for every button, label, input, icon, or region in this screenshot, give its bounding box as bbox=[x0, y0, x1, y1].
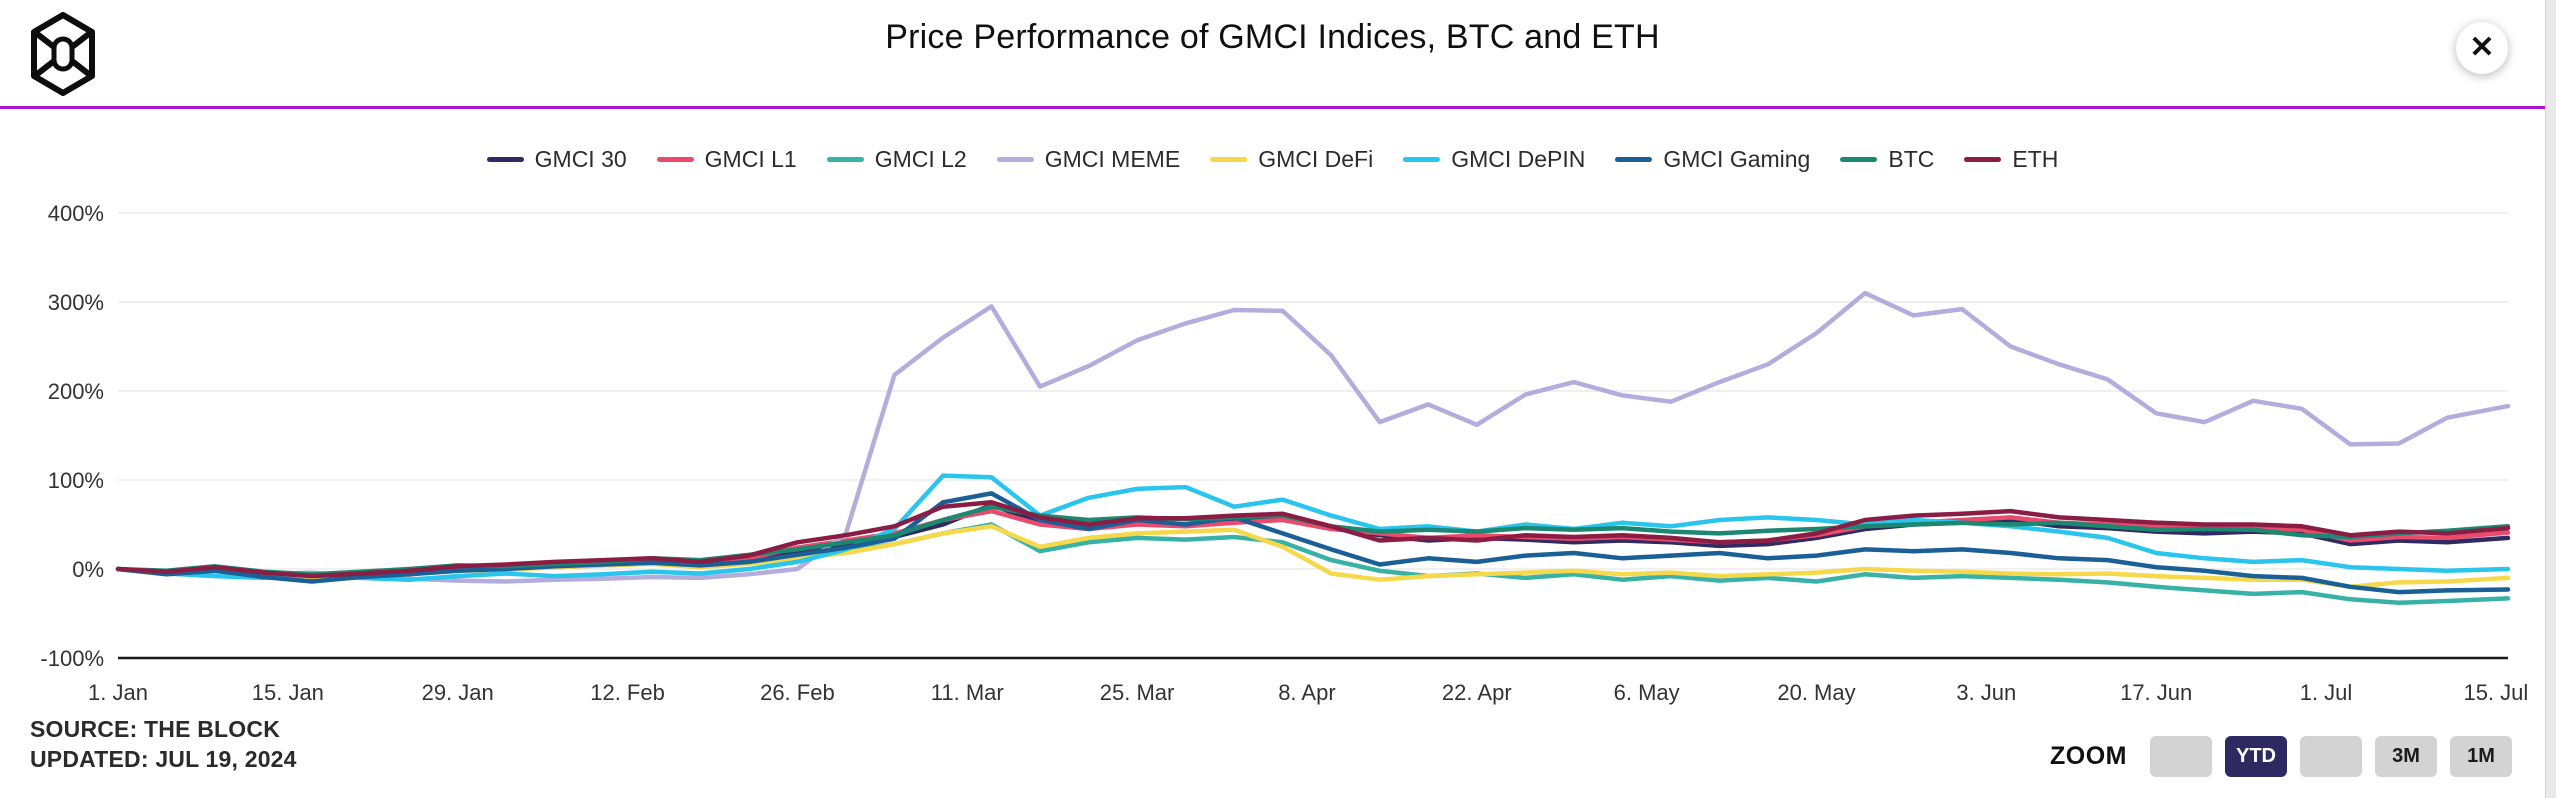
x-axis-label: 8. Apr bbox=[1278, 680, 1335, 705]
source-line: SOURCE: THE BLOCK bbox=[30, 716, 281, 742]
series-line-gmci-meme bbox=[115, 290, 2511, 584]
page-title: Price Performance of GMCI Indices, BTC a… bbox=[885, 18, 1660, 56]
series-line-gmci-depin bbox=[115, 473, 2511, 582]
legend-item-gmci-l2[interactable]: GMCI L2 bbox=[826, 146, 967, 173]
y-tick-label: -100% bbox=[40, 646, 104, 671]
updated-line: UPDATED: JUL 19, 2024 bbox=[30, 746, 297, 772]
legend-swatch-icon bbox=[486, 157, 524, 162]
x-axis-label: 15. Jan bbox=[252, 680, 324, 705]
zoom-button-blank-2[interactable] bbox=[2300, 736, 2362, 777]
legend-label: BTC bbox=[1888, 146, 1935, 172]
x-axis-label: 29. Jan bbox=[422, 680, 494, 705]
legend-item-eth[interactable]: ETH bbox=[1964, 146, 2058, 173]
y-tick-label: 300% bbox=[48, 290, 104, 315]
legend-label: ETH bbox=[2012, 146, 2059, 172]
zoom-button-blank-0[interactable] bbox=[2150, 736, 2212, 777]
x-axis-label: 22. Apr bbox=[1442, 680, 1512, 705]
x-axis-label: 26. Feb bbox=[760, 680, 835, 705]
legend-item-gmci-defi[interactable]: GMCI DeFi bbox=[1210, 146, 1373, 173]
legend-label: GMCI 30 bbox=[534, 146, 627, 172]
legend-item-gmci-l1[interactable]: GMCI L1 bbox=[656, 146, 797, 173]
y-tick-label: 100% bbox=[48, 468, 104, 493]
source-caption: SOURCE: THE BLOCK UPDATED: JUL 19, 2024 bbox=[30, 714, 297, 774]
zoom-button-1m[interactable]: 1M bbox=[2450, 736, 2512, 777]
legend-item-gmci-30[interactable]: GMCI 30 bbox=[486, 146, 627, 173]
x-axis-label: 25. Mar bbox=[1100, 680, 1175, 705]
x-axis-label: 20. May bbox=[1777, 680, 1855, 705]
zoom-button-ytd[interactable]: YTD bbox=[2225, 736, 2287, 777]
y-tick-label: 400% bbox=[48, 201, 104, 226]
y-tick-label: 200% bbox=[48, 379, 104, 404]
legend-swatch-icon bbox=[1615, 157, 1653, 162]
legend-swatch-icon bbox=[1964, 157, 2002, 162]
legend-swatch-icon bbox=[996, 157, 1034, 162]
series-line-gmci-gaming bbox=[115, 491, 2511, 595]
y-tick-label: 0% bbox=[72, 557, 104, 582]
legend-item-gmci-depin[interactable]: GMCI DePIN bbox=[1403, 146, 1585, 173]
zoom-controls: ZOOM YTD 3M 1M bbox=[2050, 736, 2512, 777]
legend-swatch-icon bbox=[1403, 157, 1441, 162]
x-axis-label: 15. Jul bbox=[2463, 680, 2528, 705]
legend-label: GMCI MEME bbox=[1044, 146, 1181, 172]
zoom-controls-label: ZOOM bbox=[2050, 742, 2127, 770]
x-axis-label: 12. Feb bbox=[590, 680, 665, 705]
legend-label: GMCI L2 bbox=[874, 146, 967, 172]
legend-label: GMCI Gaming bbox=[1663, 146, 1811, 172]
scrollbar-strip[interactable] bbox=[2545, 0, 2556, 798]
chart-legend: GMCI 30 GMCI L1 GMCI L2 GMCI MEME GMCI DeFi G… bbox=[0, 146, 2545, 173]
x-axis-label: 17. Jun bbox=[2120, 680, 2192, 705]
x-axis-label: 1. Jul bbox=[2300, 680, 2353, 705]
legend-swatch-icon bbox=[1210, 157, 1248, 162]
series-line-gmci-defi bbox=[115, 524, 2511, 590]
x-axis-label: 3. Jun bbox=[1956, 680, 2016, 705]
legend-item-btc[interactable]: BTC bbox=[1840, 146, 1934, 173]
zoom-button-3m[interactable]: 3M bbox=[2375, 736, 2437, 777]
legend-swatch-icon bbox=[826, 157, 864, 162]
the-block-logo-icon bbox=[31, 12, 95, 96]
x-axis-label: 1. Jan bbox=[88, 680, 148, 705]
legend-label: GMCI DeFi bbox=[1258, 146, 1374, 172]
legend-label: GMCI L1 bbox=[704, 146, 797, 172]
close-icon: ✕ bbox=[2469, 31, 2495, 64]
x-axis-label: 6. May bbox=[1614, 680, 1680, 705]
close-button[interactable]: ✕ bbox=[2456, 22, 2508, 74]
legend-swatch-icon bbox=[656, 157, 694, 162]
legend-item-gmci-meme[interactable]: GMCI MEME bbox=[996, 146, 1181, 173]
header-divider bbox=[0, 106, 2545, 109]
legend-label: GMCI DePIN bbox=[1451, 146, 1586, 172]
series-line-eth bbox=[115, 500, 2511, 579]
legend-item-gmci-gaming[interactable]: GMCI Gaming bbox=[1615, 146, 1810, 173]
x-axis-label: 11. Mar bbox=[931, 680, 1004, 705]
legend-swatch-icon bbox=[1840, 157, 1878, 162]
